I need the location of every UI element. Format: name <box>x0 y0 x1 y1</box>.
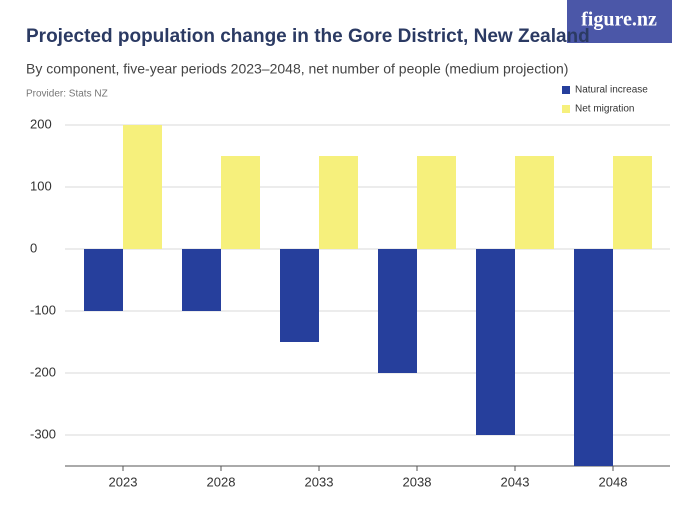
x-tick-label: 2023 <box>109 474 138 489</box>
x-tick-label: 2028 <box>207 474 236 489</box>
logo-box <box>567 0 672 43</box>
y-tick-label: 0 <box>30 240 37 255</box>
bar <box>476 249 515 435</box>
y-tick-label: 200 <box>30 116 52 131</box>
x-tick-label: 2043 <box>501 474 530 489</box>
bar <box>378 249 417 373</box>
y-tick-label: -300 <box>30 426 56 441</box>
x-tick-label: 2033 <box>305 474 334 489</box>
bar <box>123 125 162 249</box>
x-tick-label: 2048 <box>599 474 628 489</box>
bar <box>84 249 123 311</box>
y-tick-label: -200 <box>30 364 56 379</box>
chart-title: Projected population change in the Gore … <box>26 26 590 47</box>
y-tick-label: -100 <box>30 302 56 317</box>
legend-label: Net migration <box>575 104 634 115</box>
source: Provider: Stats NZ <box>26 89 108 100</box>
bar <box>613 156 652 249</box>
bar <box>574 249 613 466</box>
y-tick-label: 100 <box>30 178 52 193</box>
bar <box>182 249 221 311</box>
legend-swatch <box>562 86 570 94</box>
legend-label: Natural increase <box>575 85 648 96</box>
bar <box>319 156 358 249</box>
chart-subtitle: By component, five-year periods 2023–204… <box>26 61 568 77</box>
legend-swatch <box>562 105 570 113</box>
bar <box>417 156 456 249</box>
x-tick-label: 2038 <box>403 474 432 489</box>
bar <box>515 156 554 249</box>
bar <box>280 249 319 342</box>
bar <box>221 156 260 249</box>
logo[interactable]: figure.nz <box>581 9 657 31</box>
